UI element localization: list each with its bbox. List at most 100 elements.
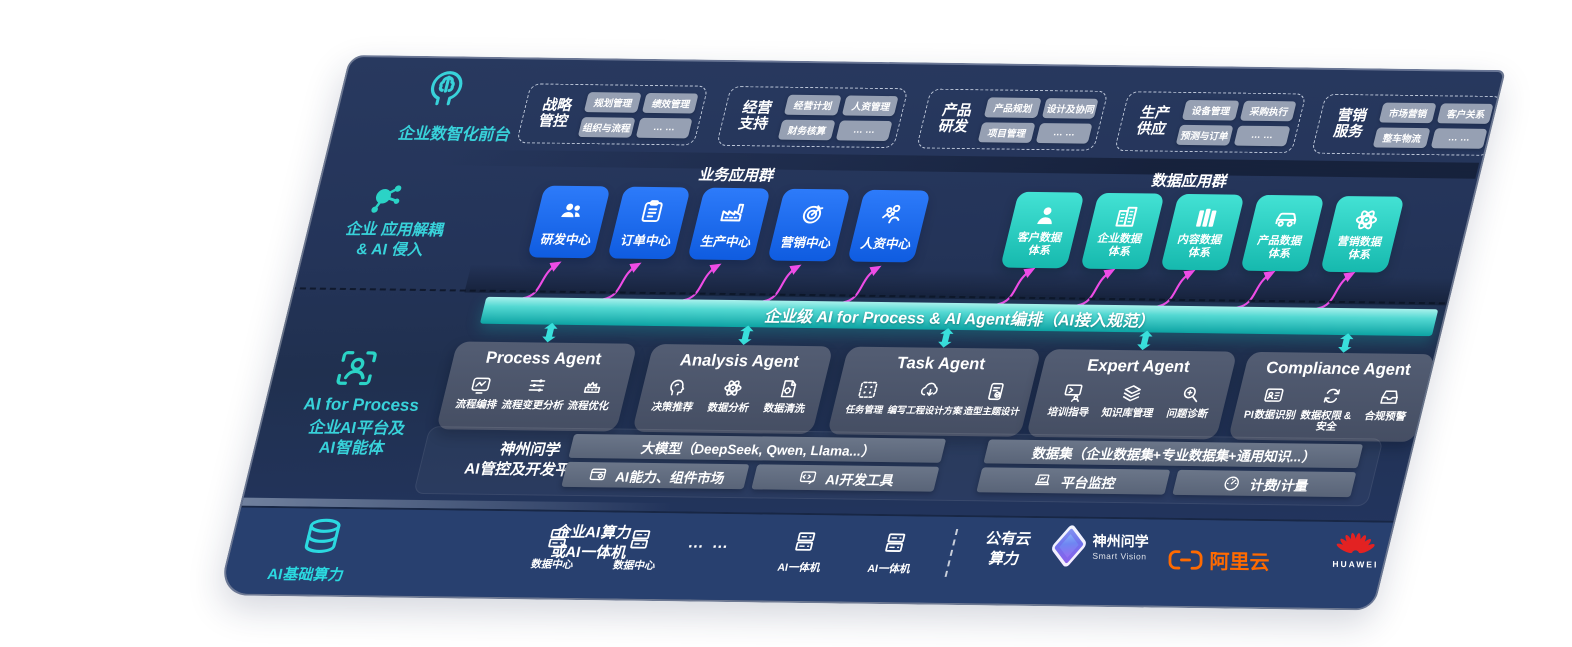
group-marketing-service: 营销 服务 市场营销 客户关系 整车物流 … …: [1310, 93, 1504, 156]
module-pill: … …: [635, 117, 693, 138]
module-pill: 采购执行: [1239, 100, 1297, 121]
center-production: 生产中心: [687, 187, 771, 261]
layers-icon: [1118, 382, 1145, 404]
hr-people-icon: [875, 200, 909, 227]
module-pill: 市场营销: [1378, 102, 1437, 123]
node-datacenter: 数据中心: [515, 525, 596, 572]
building-icon: [1109, 203, 1143, 230]
id-card-icon: [1260, 384, 1287, 406]
group-title: 营销 服务: [1332, 107, 1366, 141]
expert-agent-card: Expert Agent 培训指导 知识库管理 问题诊断: [1025, 349, 1238, 440]
machine-icon: [579, 375, 606, 397]
app-decouple-label: 企业 应用解耦 & AI 侵入: [345, 220, 444, 260]
group-title: 经营 支持: [737, 99, 771, 133]
module-pill: … …: [1035, 122, 1093, 144]
node-datacenter: 数据中心: [597, 526, 678, 573]
trainer-icon: [1059, 381, 1086, 403]
sliders-icon: [523, 374, 550, 396]
business-apps-title: 业务应用群: [698, 166, 774, 185]
columns-icon: [1189, 204, 1223, 231]
grid-scan-icon: [855, 379, 882, 401]
sync-shield-icon: [1318, 385, 1345, 407]
module-pill: 预测与订单: [1175, 124, 1234, 146]
updown-arrow-icon: [542, 322, 558, 343]
model-bar: 大模型（DeepSeek, Qwen, Llama...）: [568, 433, 947, 463]
group-operation-support: 经营 支持 经营计划 人资管理 财务核算 … …: [715, 85, 909, 149]
person-icon: [1029, 202, 1063, 229]
data-marketing: 营销数据 体系: [1320, 195, 1405, 273]
updown-arrow-icon: [1338, 333, 1354, 353]
huawei-logo: HUAWEI: [1320, 529, 1391, 570]
brain-head-icon: [419, 63, 475, 111]
tray-alert-icon: [1376, 386, 1403, 408]
billing-bar: 计费/计量: [1172, 469, 1357, 498]
module-pill: 客户关系: [1436, 102, 1494, 124]
updown-arrow-icon: [938, 328, 954, 348]
module-pill: 设备管理: [1181, 99, 1240, 121]
center-rd: 研发中心: [527, 185, 611, 259]
updown-arrow-icon: [1137, 330, 1153, 351]
group-title: 战略 管控: [537, 97, 571, 130]
target-icon: [795, 199, 829, 226]
group-title: 产品 研发: [937, 102, 971, 136]
module-pill: 财务核算: [777, 119, 836, 140]
laptop-icon: [1031, 471, 1055, 490]
task-agent-card: Task Agent 任务管理 编写工程设计方案 造型主题设计: [826, 346, 1042, 437]
public-cloud-label: 公有云 算力: [985, 530, 1031, 569]
ai-market-bar: AI能力、组件市场: [561, 461, 750, 490]
node-ai-appliance: AI一体机: [852, 530, 933, 577]
head-idea-icon: [663, 376, 690, 398]
cloud-icon: [916, 380, 943, 402]
gauge-icon: [1220, 473, 1244, 492]
group-production-supply: 生产 供应 设备管理 采购执行 预测与订单 … …: [1113, 91, 1307, 154]
factory-icon: [715, 198, 749, 225]
smartvision-logo: 神州问学 Smart Vision: [1050, 522, 1152, 569]
module-pill: 项目管理: [977, 121, 1036, 143]
atom-icon: [1349, 207, 1383, 234]
module-pill: 设计及协同: [1041, 97, 1099, 119]
module-pill: … …: [835, 119, 893, 141]
molecule-icon: [362, 177, 411, 221]
module-pill: 产品规划: [983, 96, 1042, 118]
monitor-bar: 平台监控: [976, 467, 1171, 495]
center-marketing: 营销中心: [767, 188, 851, 262]
data-enterprise: 企业数据 体系: [1080, 192, 1165, 270]
center-hr: 人资中心: [847, 189, 931, 263]
car-icon: [1269, 205, 1303, 232]
dataset-bar: 数据集（企业数据集+专业数据集+通用知识...）: [983, 439, 1364, 469]
module-pill: 组织与流程: [577, 116, 636, 138]
server-icon: [624, 527, 655, 552]
data-product: 产品数据 体系: [1240, 194, 1325, 272]
data-apps-title: 数据应用群: [1151, 172, 1227, 191]
data-content: 内容数据 体系: [1160, 193, 1245, 271]
module-pill: 人资管理: [841, 94, 899, 116]
module-pill: 规划管理: [583, 91, 642, 113]
module-pill: 经营计划: [783, 94, 842, 115]
process-agent-card: Process Agent 流程编排 流程变更分析 流程优化: [435, 341, 638, 432]
group-strategy-control: 战略 管控 规划管理 绩效管理 组织与流程 … …: [516, 83, 709, 146]
doc-gear-icon: [775, 378, 802, 400]
search-icon: [1178, 383, 1205, 405]
module-pill: … …: [1430, 127, 1488, 149]
architecture-panel: 企业数智化前台 战略 管控 规划管理 绩效管理 组织与流程 … … 经营 支持 经营…: [217, 55, 1506, 611]
data-customer: 客户数据 体系: [1000, 191, 1085, 269]
dev-tools-bar: AI开发工具: [751, 464, 940, 492]
module-pill: 绩效管理: [641, 92, 699, 114]
node-ai-appliance: AI一体机: [762, 529, 843, 576]
alicloud-bracket-icon: [1167, 547, 1203, 571]
ellipsis-label: … …: [687, 534, 731, 553]
group-title: 生产 供应: [1135, 105, 1169, 138]
module-pill: 整车物流: [1372, 126, 1431, 148]
analysis-agent-card: Analysis Agent 决策推荐 数据分析 数据清洗: [631, 343, 834, 435]
team-icon: [555, 196, 589, 223]
scan-person-icon: [328, 345, 385, 391]
market-icon: [586, 465, 610, 484]
clipboard-icon: [635, 197, 669, 224]
layer-edge: [380, 148, 1480, 179]
atom-icon: [719, 377, 746, 399]
module-pill: … …: [1233, 125, 1291, 146]
updown-arrow-icon: [738, 325, 754, 345]
huawei-flower-icon: [1336, 529, 1375, 556]
devtool-icon: [796, 468, 820, 487]
